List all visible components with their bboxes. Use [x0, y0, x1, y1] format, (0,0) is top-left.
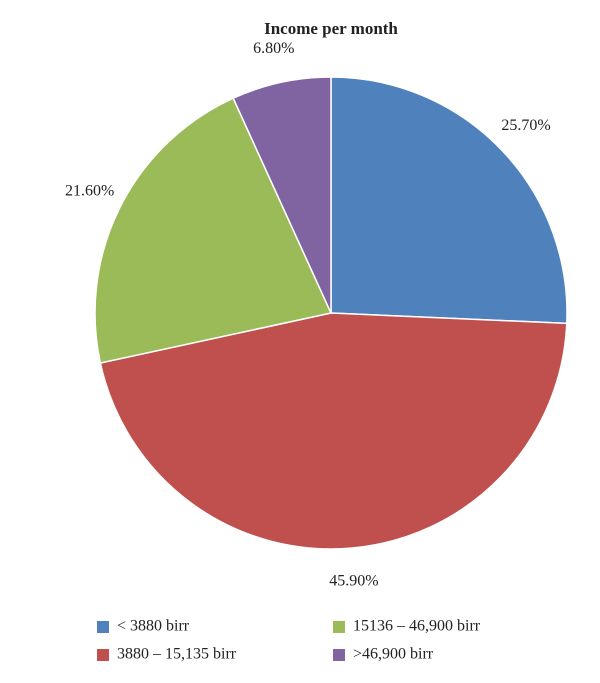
data-label: 6.80% — [253, 40, 294, 57]
legend-swatch — [333, 621, 345, 633]
legend-label: >46,900 birr — [353, 646, 434, 663]
data-label: 21.60% — [65, 183, 114, 200]
pie-slice — [330, 76, 568, 325]
legend-swatch — [97, 649, 109, 661]
legend-label: 3880 – 15,135 birr — [117, 646, 237, 663]
legend-swatch — [333, 649, 345, 661]
pie-slice — [99, 312, 568, 550]
legend-swatch — [97, 621, 109, 633]
chart-title: Income per month — [264, 19, 398, 38]
data-label: 45.90% — [329, 573, 378, 590]
pie-slice — [232, 76, 332, 314]
data-label: 25.70% — [501, 117, 550, 134]
pie-slice — [94, 97, 333, 364]
legend-label: 15136 – 46,900 birr — [353, 618, 481, 635]
legend-label: < 3880 birr — [117, 618, 190, 635]
